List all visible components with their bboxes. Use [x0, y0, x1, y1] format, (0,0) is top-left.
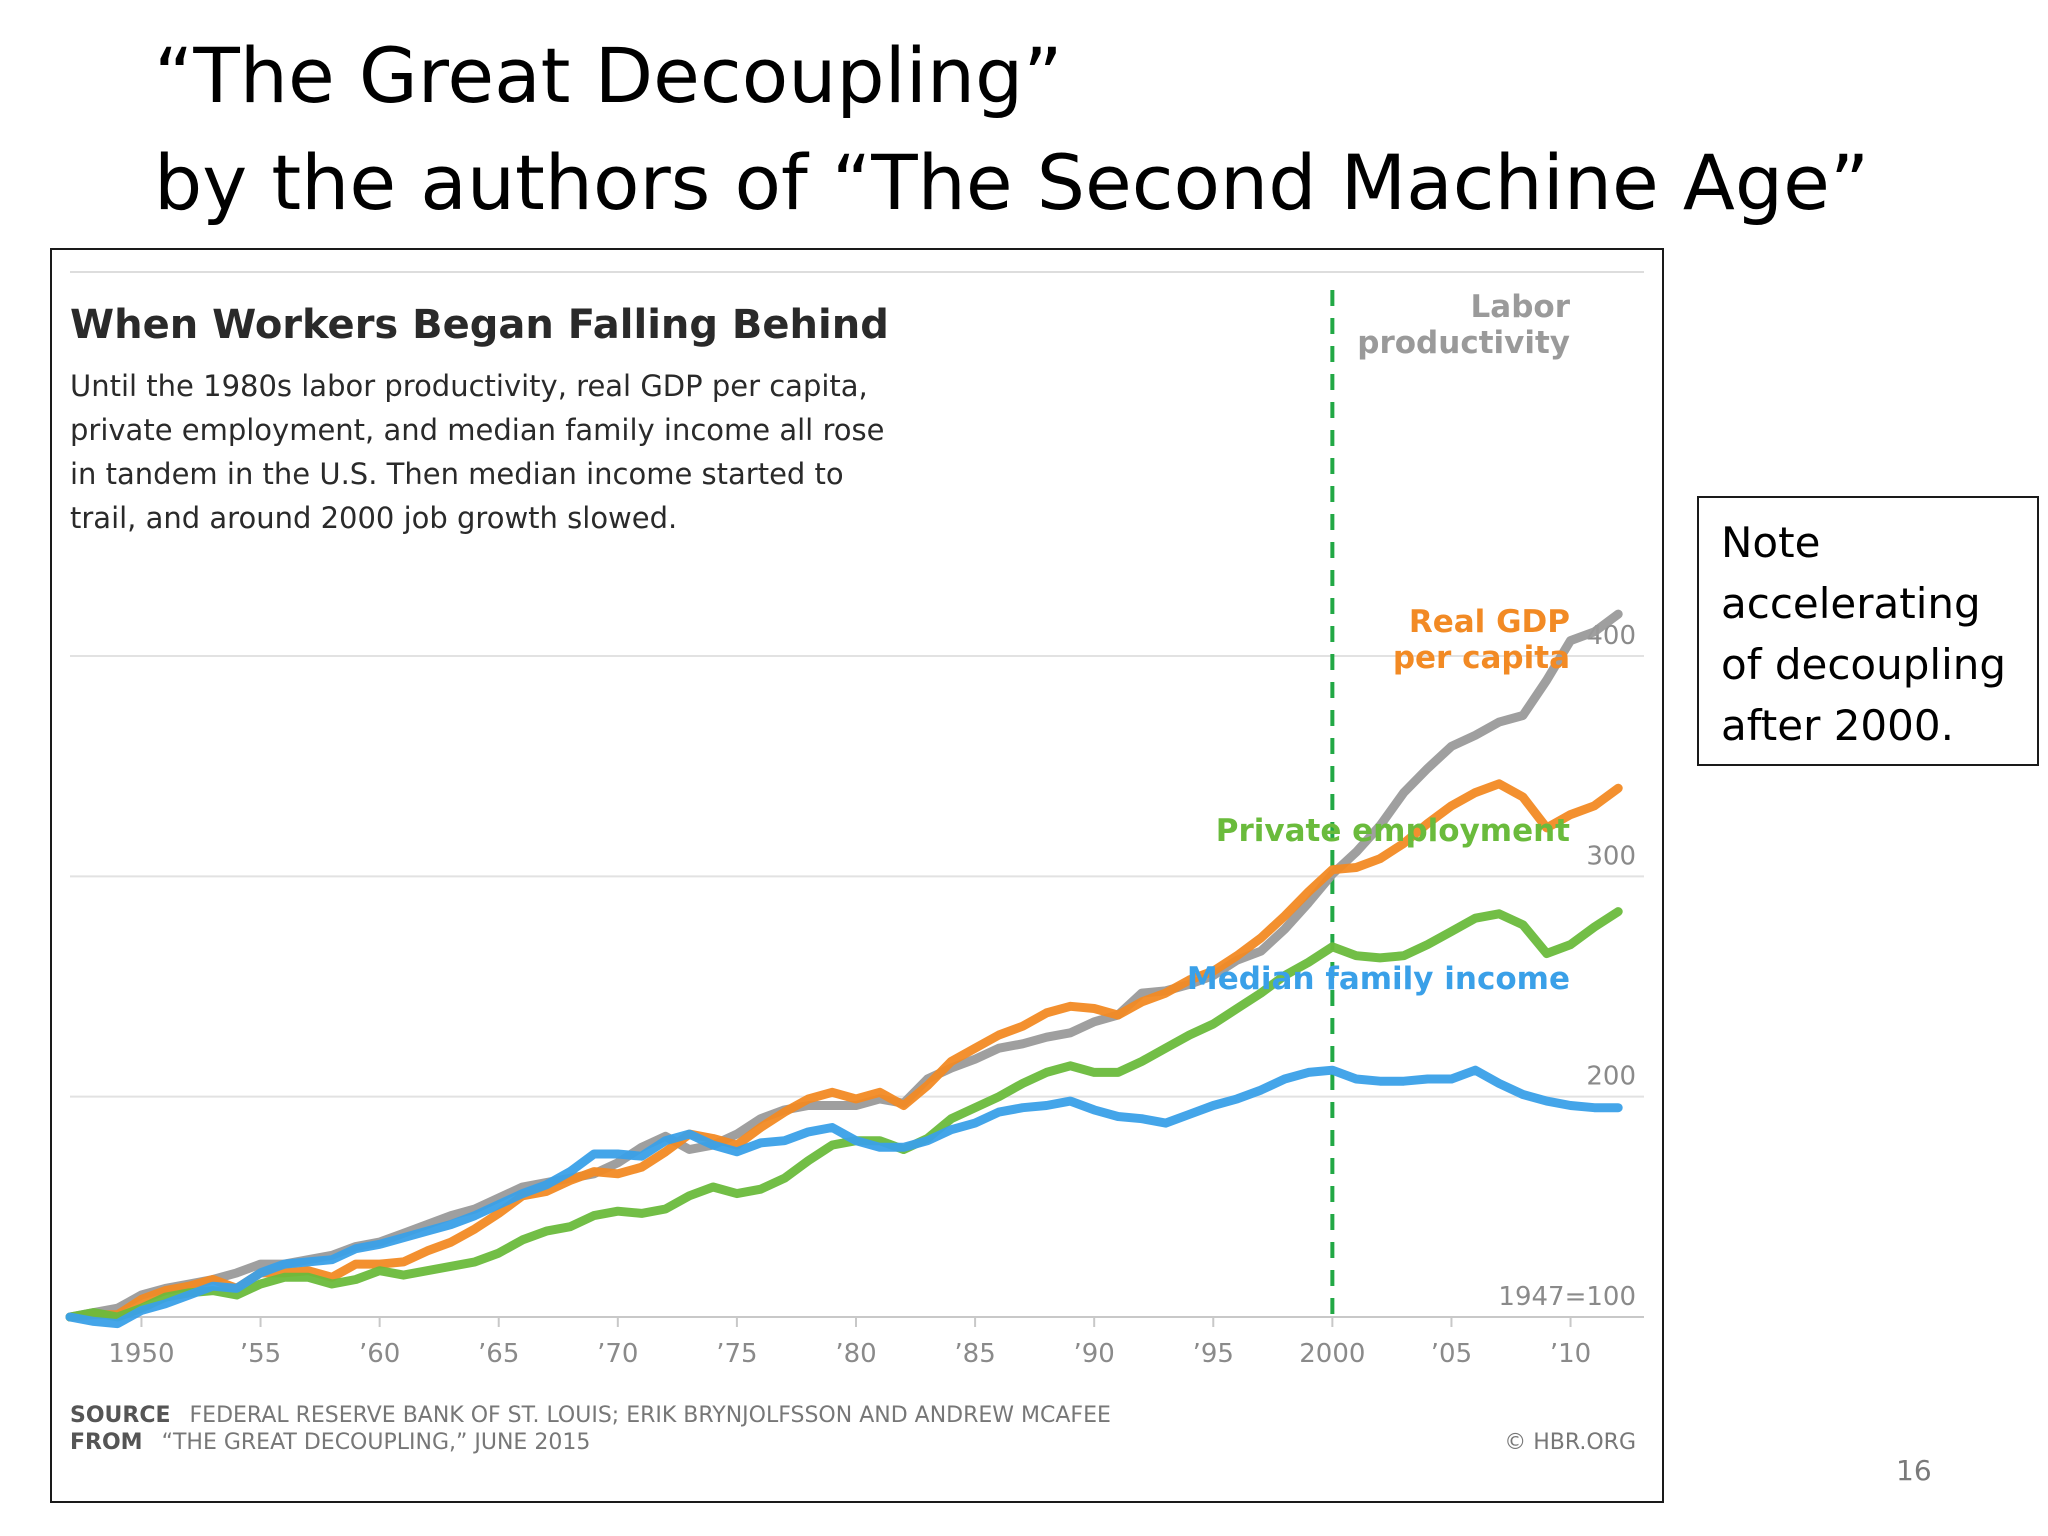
note-line-3: of decoupling — [1721, 640, 2007, 689]
slide-title-line-2: by the authors of “The Second Machine Ag… — [154, 138, 1870, 227]
chart-subtitle-line-1: Until the 1980s labor productivity, real… — [70, 369, 868, 403]
chart-subtitle-line-4: trail, and around 2000 job growth slowed… — [70, 501, 677, 535]
x-tick-label: ’80 — [835, 1339, 876, 1369]
x-tick-label: 1950 — [108, 1339, 174, 1369]
x-tick-label: ’60 — [359, 1339, 400, 1369]
series-lines — [65, 609, 1623, 1329]
note-line-1: Note — [1721, 518, 1821, 567]
series-label: productivity — [1357, 325, 1570, 361]
source-line: SOURCE FEDERAL RESERVE BANK OF ST. LOUIS… — [70, 1403, 1111, 1428]
x-tick-label: ’05 — [1431, 1339, 1472, 1369]
series-label: Real GDP — [1409, 604, 1570, 640]
y-tick-label: 1947=100 — [1498, 1282, 1636, 1312]
x-tick-label: ’90 — [1074, 1339, 1115, 1369]
series-label: Labor — [1471, 289, 1571, 325]
note-callout: Note accelerating of decoupling after 20… — [1697, 496, 2039, 766]
chart-title: When Workers Began Falling Behind — [70, 302, 889, 348]
x-tick-label: ’10 — [1550, 1339, 1591, 1369]
chart-panel: When Workers Began Falling Behind Until … — [50, 248, 1664, 1503]
from-label: FROM — [70, 1430, 143, 1455]
source-label: SOURCE — [70, 1403, 171, 1428]
series-label: Private employment — [1216, 813, 1570, 849]
note-line-2: accelerating — [1721, 579, 1981, 628]
hbr-credit: © HBR.ORG — [1504, 1430, 1636, 1455]
slide-title-line-1: “The Great Decoupling” — [154, 31, 1063, 120]
page-number: 16 — [1896, 1454, 1932, 1487]
series-label: per capita — [1393, 640, 1570, 676]
series-label: Median family income — [1187, 961, 1570, 997]
line-chart: When Workers Began Falling Behind Until … — [65, 271, 1644, 1455]
note-line-4: after 2000. — [1721, 701, 1954, 750]
x-tick-label: ’85 — [954, 1339, 995, 1369]
x-tick-label: 2000 — [1299, 1339, 1365, 1369]
x-tick-label: ’95 — [1193, 1339, 1234, 1369]
x-tick-label: ’65 — [478, 1339, 519, 1369]
source-text: FEDERAL RESERVE BANK OF ST. LOUIS; ERIK … — [190, 1403, 1111, 1428]
x-tick-label: ’70 — [597, 1339, 638, 1369]
series-line-median-family-income — [65, 1065, 1623, 1329]
x-axis-ticks: 1950 ’55 ’60 ’65 ’70 ’75 ’80 ’85 ’90 ’95 2000 ’05 ’1… — [108, 1317, 1591, 1369]
chart-subtitle-line-2: private employment, and median family in… — [70, 413, 884, 447]
chart-subtitle-line-3: in tandem in the U.S. Then median income… — [70, 457, 844, 491]
series-line-real-gdp-per-capita — [65, 779, 1623, 1322]
slide-title: “The Great Decoupling” by the authors of… — [154, 22, 1869, 236]
x-tick-label: ’55 — [240, 1339, 281, 1369]
from-text: “THE GREAT DECOUPLING,” JUNE 2015 — [162, 1430, 591, 1455]
from-line: FROM “THE GREAT DECOUPLING,” JUNE 2015 — [70, 1430, 590, 1455]
y-tick-label: 200 — [1586, 1062, 1636, 1092]
x-tick-label: ’75 — [716, 1339, 757, 1369]
series-line-private-employment — [65, 907, 1623, 1322]
y-tick-label: 300 — [1586, 841, 1636, 871]
